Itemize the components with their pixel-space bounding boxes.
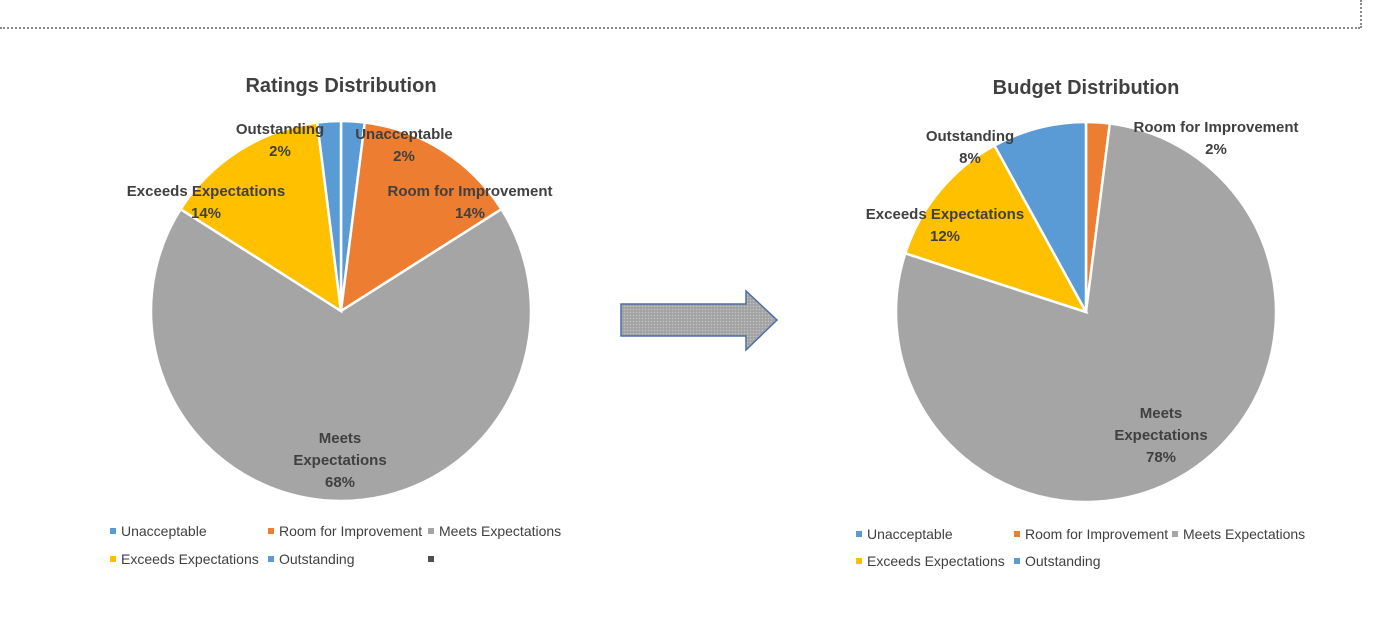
ratings-legend-item-room-for-improvement: Room for Improvement <box>268 523 422 539</box>
ratings-legend-swatch <box>110 528 116 534</box>
budget-slice-exceeds-expectations <box>903 143 1089 315</box>
ratings-legend-label: Meets Expectations <box>439 523 561 539</box>
ratings-legend-swatch <box>428 528 434 534</box>
budget-legend-item-room-for-improvement: Room for Improvement <box>1014 526 1168 542</box>
ratings-slice-exceeds-expectations <box>178 121 343 314</box>
budget-legend-label: Exceeds Expectations <box>867 553 1005 569</box>
budget-legend-item-outstanding: Outstanding <box>1014 553 1101 569</box>
ratings-legend-item-exceeds-expectations: Exceeds Expectations <box>110 551 259 567</box>
selection-frame-right-border <box>1360 0 1362 28</box>
budget-pie-slices <box>894 120 1278 504</box>
ratings-legend-label: Outstanding <box>279 551 355 567</box>
ratings-slice-outstanding <box>315 119 343 312</box>
budget-legend-label: Meets Expectations <box>1183 526 1305 542</box>
ratings-legend-label: Unacceptable <box>121 523 207 539</box>
ratings-data-label-meets-expectations: Meets Expectations 68% <box>293 430 386 491</box>
ratings-slice-room-for-improvement <box>339 121 504 314</box>
budget-legend-label: Room for Improvement <box>1025 526 1168 542</box>
ratings-pie-slices <box>149 119 533 503</box>
budget-data-label-outstanding: Outstanding 8% <box>926 128 1014 167</box>
right-arrow-icon <box>620 289 779 352</box>
budget-legend-label: Outstanding <box>1025 553 1101 569</box>
budget-slice-outstanding <box>992 120 1088 313</box>
budget-data-label-exceeds-expectations: Exceeds Expectations 12% <box>866 206 1024 245</box>
budget-legend: Unacceptable Room for Improvement Meets Ex… <box>856 526 1305 569</box>
budget-legend-label: Unacceptable <box>867 526 953 542</box>
ratings-distribution-chart: Ratings Distribution Unacceptable 2% Room … <box>110 75 561 567</box>
budget-legend-item-meets-expectations: Meets Expectations <box>1172 526 1305 542</box>
selection-frame-top-border <box>0 27 1360 29</box>
ratings-legend-swatch <box>268 528 274 534</box>
budget-data-labels: Room for Improvement 2% Meets Expectations 7… <box>866 119 1299 466</box>
ratings-legend-swatch <box>428 556 434 562</box>
budget-legend-swatch <box>856 558 862 564</box>
budget-legend-swatch <box>1014 558 1020 564</box>
ratings-legend-item-meets-expectations: Meets Expectations <box>428 523 561 539</box>
budget-legend-item-unacceptable: Unacceptable <box>856 526 953 542</box>
ratings-legend-item-blank <box>428 556 434 562</box>
budget-data-label-meets-expectations: Meets Expectations 78% <box>1114 405 1207 466</box>
budget-chart-title: Budget Distribution <box>993 77 1180 99</box>
ratings-legend: Unacceptable Room for Improvement Meets Ex… <box>110 523 561 567</box>
budget-data-label-room-for-improvement: Room for Improvement 2% <box>1133 119 1298 158</box>
ratings-chart-title: Ratings Distribution <box>245 75 436 97</box>
ratings-data-label-exceeds-expectations: Exceeds Expectations 14% <box>127 183 285 222</box>
ratings-data-label-outstanding: Outstanding 2% <box>236 121 324 160</box>
ratings-legend-label: Exceeds Expectations <box>121 551 259 567</box>
ratings-legend-item-outstanding: Outstanding <box>268 551 355 567</box>
budget-legend-swatch <box>1014 531 1020 537</box>
budget-legend-swatch <box>856 531 862 537</box>
budget-legend-swatch <box>1172 531 1178 537</box>
ratings-legend-swatch <box>110 556 116 562</box>
ratings-legend-swatch <box>268 556 274 562</box>
ratings-data-label-room-for-improvement: Room for Improvement 14% <box>387 183 552 222</box>
budget-distribution-chart: Budget Distribution Room for Improvement… <box>856 77 1305 569</box>
budget-legend-item-exceeds-expectations: Exceeds Expectations <box>856 553 1005 569</box>
ratings-legend-item-unacceptable: Unacceptable <box>110 523 207 539</box>
ratings-data-label-unacceptable: Unacceptable 2% <box>355 126 453 165</box>
ratings-data-labels: Unacceptable 2% Room for Improvement 14% Mee… <box>127 121 553 491</box>
ratings-legend-label: Room for Improvement <box>279 523 422 539</box>
ratings-slice-meets-expectations <box>149 207 533 503</box>
